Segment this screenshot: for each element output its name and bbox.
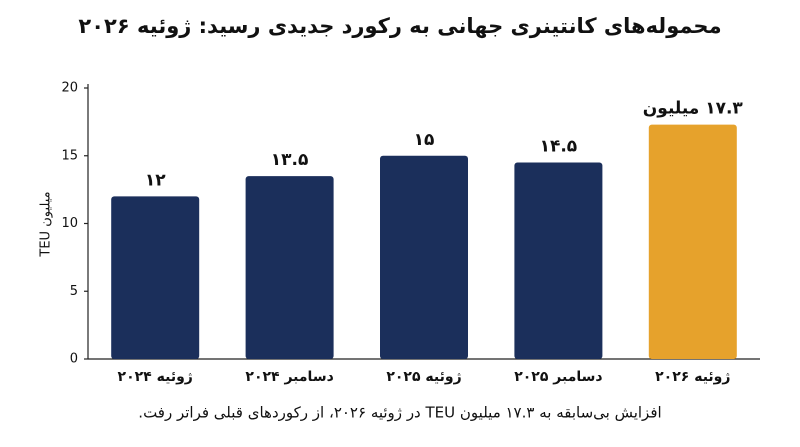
value-label: ۱۵ [414,130,435,150]
y-tick-label: 0 [70,352,78,367]
caption: افزایش بی‌سابقه به ۱۷.۳ میلیون TEU در ژو… [138,404,661,422]
y-axis-label: میلیون TEU [39,191,54,257]
value-label: ۱۲ [145,170,166,190]
value-label: ۱۴.۵ [540,137,578,157]
bar [245,176,334,359]
y-tick-label: 10 [61,216,78,231]
bar [380,155,468,359]
x-tick-label: دسامبر ۲۰۲۵ [514,369,602,385]
y-tick-label: 20 [61,81,78,96]
x-tick-label: ژوئیه ۲۰۲۵ [386,369,461,385]
x-tick-label: ژوئیه ۲۰۲۶ [655,369,730,385]
chart-title: محموله‌های کانتینری جهانی به رکورد جدیدی… [78,14,721,38]
value-label: ۱۷.۳ میلیون [643,99,744,119]
x-tick-label: ژوئیه ۲۰۲۴ [118,369,193,385]
y-tick-label: 15 [61,148,78,163]
x-tick-label: دسامبر ۲۰۲۴ [245,369,333,385]
bar [514,162,603,359]
value-label: ۱۳.۵ [271,150,309,170]
y-tick-label: 5 [70,284,78,299]
bar [648,124,737,360]
bar [111,196,200,359]
